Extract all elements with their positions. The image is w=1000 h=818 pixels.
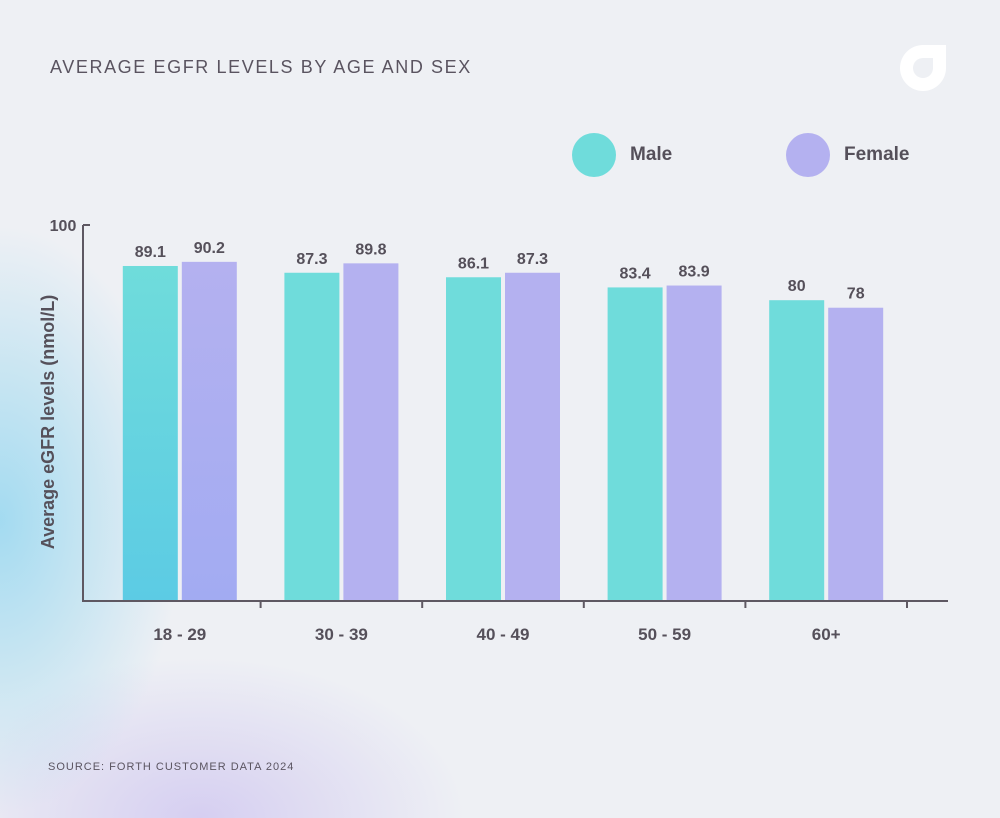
data-label-male-3: 86.1 [458,255,489,272]
y-axis-title: Average eGFR levels (nmol/L) [38,295,58,549]
data-label-male-1: 89.1 [135,244,166,261]
x-tick-label-3: 40 - 49 [477,625,530,644]
bar-male-4 [607,287,663,601]
legend-item-male: Male [572,133,672,177]
bar-male-3 [446,277,501,601]
data-label-male-4: 83.4 [620,265,651,282]
x-tick-label-5: 60+ [812,625,841,644]
data-label-female-4: 83.9 [679,264,710,281]
bar-male-1 [122,265,178,601]
y-tick-label-1: 100 [50,218,77,235]
bar-female-1 [181,261,237,601]
bar-male-5 [769,300,825,601]
legend-item-female: Female [786,133,909,177]
data-label-female-3: 87.3 [517,251,548,268]
data-label-female-5: 78 [847,286,865,303]
legend-swatch-male [572,133,616,177]
forth-logo-icon [900,45,946,91]
legend-label-male: Male [630,144,673,165]
bar-male-2 [284,272,340,601]
bar-female-2 [343,263,399,601]
chart-title: AVERAGE EGFR LEVELS BY AGE AND SEX [50,57,472,77]
data-label-male-5: 80 [788,278,806,295]
data-label-female-2: 89.8 [355,241,386,258]
data-label-male-2: 87.3 [296,251,327,268]
bar-female-4 [666,285,722,601]
bar-female-3 [505,272,560,601]
bar-female-5 [828,307,884,601]
source-note: SOURCE: FORTH CUSTOMER DATA 2024 [48,761,295,773]
x-tick-label-2: 30 - 39 [315,625,368,644]
x-tick-label-1: 18 - 29 [153,625,206,644]
legend-label-female: Female [844,144,910,165]
legend-swatch-female [786,133,830,177]
x-tick-label-4: 50 - 59 [638,625,691,644]
data-label-female-1: 90.2 [194,240,225,257]
